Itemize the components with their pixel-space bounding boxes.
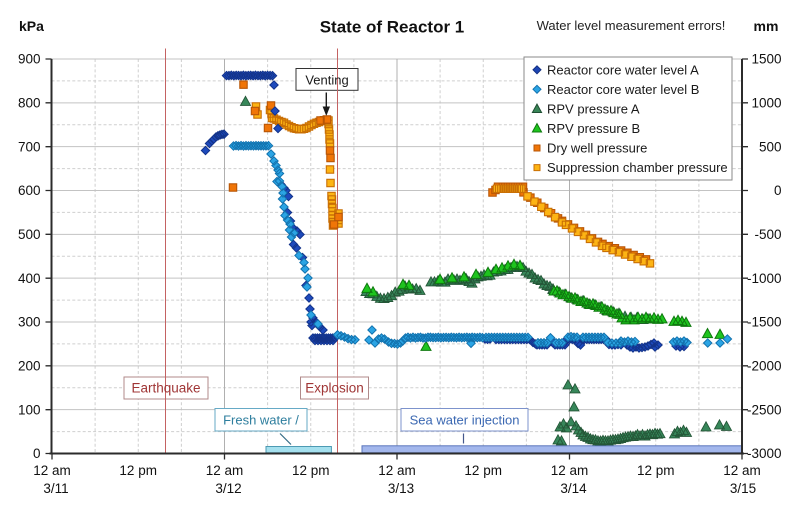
svg-text:Suppression chamber pressure: Suppression chamber pressure <box>547 160 728 175</box>
svg-text:Fresh water /: Fresh water / <box>223 413 299 428</box>
svg-text:RPV pressure B: RPV pressure B <box>547 121 640 136</box>
svg-text:200: 200 <box>18 359 41 374</box>
svg-text:RPV pressure A: RPV pressure A <box>547 102 640 117</box>
svg-text:500: 500 <box>759 139 782 154</box>
svg-text:-3000: -3000 <box>747 446 782 461</box>
svg-text:Explosion: Explosion <box>305 381 364 396</box>
svg-text:12 am: 12 am <box>551 463 589 478</box>
svg-text:0: 0 <box>33 446 41 461</box>
svg-text:-2500: -2500 <box>747 402 782 417</box>
svg-text:12 pm: 12 pm <box>292 463 330 478</box>
svg-text:kPa: kPa <box>19 18 44 34</box>
svg-text:800: 800 <box>18 96 41 111</box>
svg-text:3/13: 3/13 <box>388 481 414 496</box>
svg-text:600: 600 <box>18 183 41 198</box>
svg-text:1500: 1500 <box>751 52 781 67</box>
svg-text:3/15: 3/15 <box>730 481 756 496</box>
svg-text:12 am: 12 am <box>33 463 71 478</box>
svg-text:3/12: 3/12 <box>215 481 241 496</box>
svg-text:3/14: 3/14 <box>560 481 587 496</box>
svg-text:400: 400 <box>18 271 41 286</box>
svg-text:700: 700 <box>18 139 41 154</box>
svg-text:-2000: -2000 <box>747 359 782 374</box>
svg-text:12 pm: 12 pm <box>119 463 157 478</box>
svg-text:900: 900 <box>18 52 41 67</box>
svg-text:-1500: -1500 <box>747 315 782 330</box>
svg-text:Reactor core water level B: Reactor core water level B <box>547 82 699 97</box>
svg-text:Dry well pressure: Dry well pressure <box>547 141 647 156</box>
svg-text:500: 500 <box>18 227 41 242</box>
svg-text:100: 100 <box>18 402 41 417</box>
svg-text:-1000: -1000 <box>747 271 782 286</box>
svg-text:3/11: 3/11 <box>43 481 68 496</box>
svg-text:Venting: Venting <box>305 73 348 88</box>
svg-text:12 am: 12 am <box>378 463 416 478</box>
svg-text:0: 0 <box>774 183 782 198</box>
svg-text:12 am: 12 am <box>206 463 244 478</box>
svg-text:300: 300 <box>18 315 41 330</box>
svg-text:-500: -500 <box>754 227 781 242</box>
svg-text:12 pm: 12 pm <box>464 463 502 478</box>
svg-text:mm: mm <box>754 18 779 34</box>
svg-text:12 pm: 12 pm <box>637 463 675 478</box>
svg-text:Sea water injection: Sea water injection <box>410 413 520 428</box>
svg-text:Water level measurement errors: Water level measurement errors! <box>537 18 726 33</box>
svg-text:12 am: 12 am <box>723 463 761 478</box>
svg-text:Reactor core water level A: Reactor core water level A <box>547 63 699 78</box>
svg-text:1000: 1000 <box>751 96 781 111</box>
svg-text:State of Reactor 1: State of Reactor 1 <box>320 17 465 36</box>
svg-text:Earthquake: Earthquake <box>131 381 200 396</box>
